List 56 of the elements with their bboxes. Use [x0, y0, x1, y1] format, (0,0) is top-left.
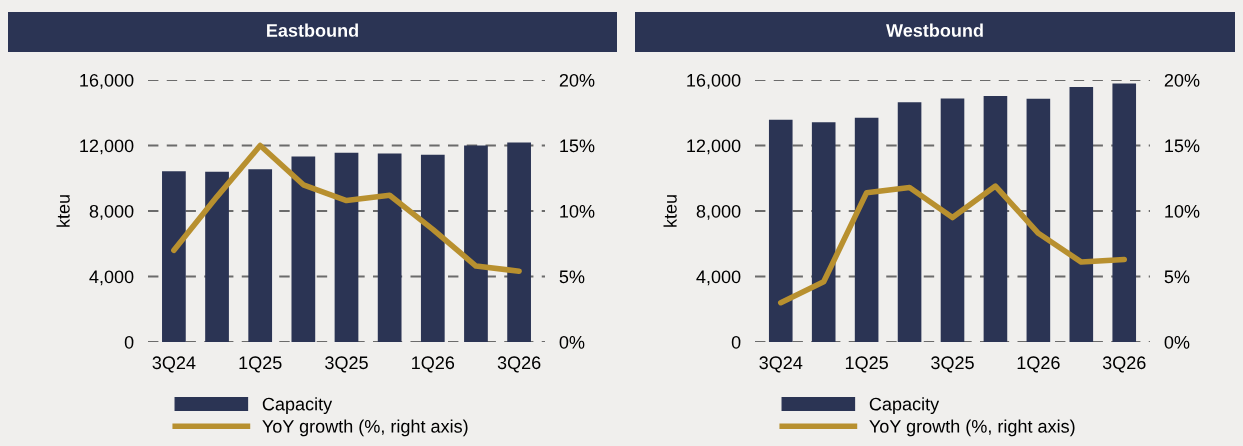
chart-title: Eastbound — [267, 23, 358, 37]
x-tick-label: 3Q24 — [759, 356, 803, 373]
x-tick-label: 3Q25 — [931, 356, 974, 373]
y2-tick-label: 10% — [1165, 204, 1200, 218]
bar — [811, 122, 836, 342]
y-tick-label: 8,000 — [696, 204, 741, 220]
y2-tick-label: 15% — [1165, 139, 1200, 153]
bar — [1112, 83, 1137, 342]
x-tick-label: 3Q24 — [152, 356, 196, 373]
y-axis-title: kteu — [56, 195, 70, 227]
y2-tick-label: 15% — [560, 139, 595, 153]
bar — [507, 142, 531, 342]
bar — [420, 154, 445, 342]
bar — [205, 171, 229, 342]
bar — [248, 169, 273, 342]
y2-tick-label: 5% — [559, 270, 585, 284]
y-tick-label: 12,000 — [80, 139, 134, 155]
y-tick-label: 12,000 — [687, 139, 741, 155]
x-tick-label: 3Q26 — [497, 356, 541, 373]
legend-label: Capacity — [262, 397, 333, 415]
x-tick-label: 1Q26 — [1017, 356, 1060, 373]
x-tick-label: 3Q25 — [325, 356, 368, 373]
chart-title: Westbound — [886, 23, 983, 37]
bar — [854, 117, 879, 342]
y2-tick-label: 0% — [1164, 335, 1190, 349]
y-tick-label: 16,000 — [80, 73, 134, 89]
x-tick-label: 1Q26 — [412, 356, 455, 373]
x-tick-label: 3Q26 — [1102, 356, 1146, 373]
legend-label: YoY growth (%, right axis) — [262, 419, 468, 437]
legend-label: Capacity — [869, 397, 940, 415]
y2-tick-label: 0% — [559, 335, 585, 349]
y-tick-label: 0 — [124, 335, 134, 349]
y2-tick-label: 20% — [1164, 73, 1200, 87]
x-tick-label: 1Q25 — [845, 356, 888, 373]
bar — [983, 95, 1008, 342]
y-tick-label: 16,000 — [687, 73, 741, 89]
bar — [768, 119, 793, 342]
bar — [464, 145, 488, 342]
y-axis-title: kteu — [663, 195, 677, 227]
x-tick-label: 1Q25 — [239, 356, 282, 373]
y2-tick-label: 10% — [560, 204, 595, 218]
bar — [897, 102, 922, 342]
bar — [291, 156, 316, 342]
bar — [162, 171, 186, 342]
y-tick-label: 8,000 — [89, 204, 134, 220]
y-tick-label: 4,000 — [89, 270, 134, 286]
bar — [334, 152, 359, 342]
y2-tick-label: 5% — [1164, 270, 1190, 284]
bar — [940, 98, 965, 342]
bar — [1026, 98, 1051, 342]
bar — [1069, 86, 1094, 342]
y-tick-label: 4,000 — [696, 270, 741, 286]
bar — [377, 153, 402, 342]
y2-tick-label: 20% — [559, 73, 595, 87]
legend-label: YoY growth (%, right axis) — [869, 419, 1075, 437]
y-tick-label: 0 — [731, 335, 741, 349]
